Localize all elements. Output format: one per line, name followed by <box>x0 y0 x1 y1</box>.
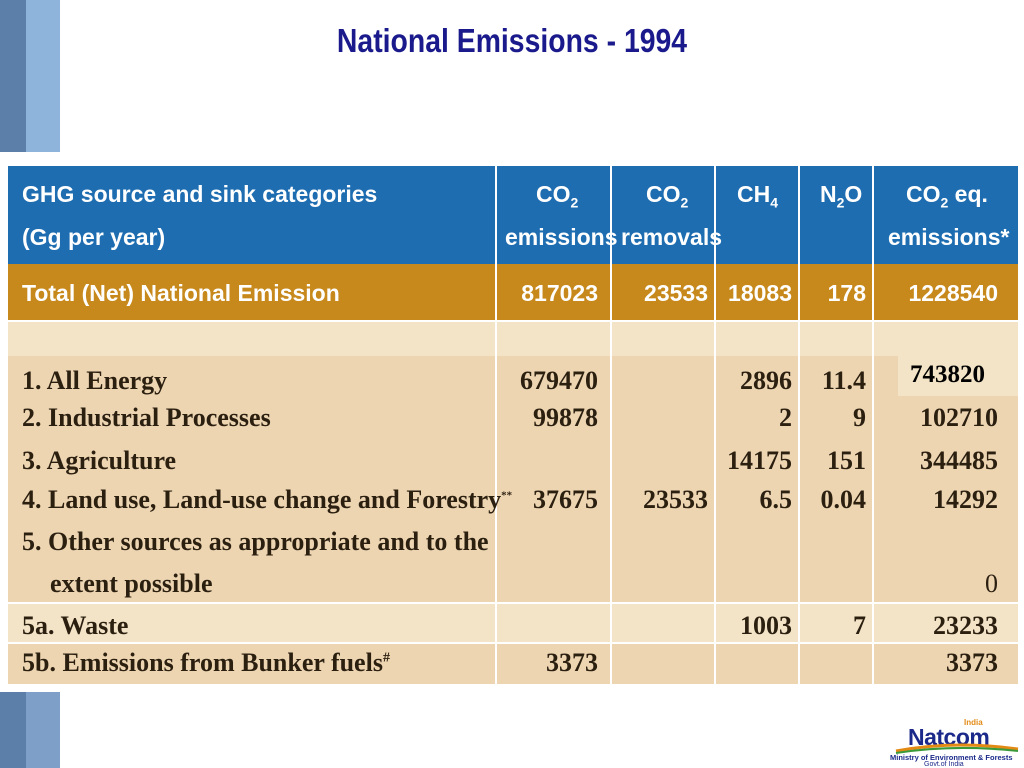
cell-co2-emissions: 679470 <box>520 366 598 395</box>
header-co2-emissions-formula: CO2 <box>536 181 579 211</box>
total-co2-emissions: 817023 <box>521 280 598 306</box>
cell-ch4: 6.5 <box>759 485 793 514</box>
callout-value-box: 743820 <box>898 354 1018 396</box>
column-divider <box>872 166 874 684</box>
cell-ch4: 1003 <box>740 611 792 640</box>
row-divider <box>8 320 1018 322</box>
cell-co2eq: 102710 <box>920 403 998 432</box>
row-label-all-energy: 1. All Energy <box>22 366 168 395</box>
row-label-industrial-processes: 2. Industrial Processes <box>22 403 271 432</box>
main-rows-band <box>8 356 1018 602</box>
total-n2o: 178 <box>827 280 866 306</box>
cell-co2eq: 14292 <box>933 485 998 514</box>
cell-co2-emissions: 37675 <box>533 485 598 514</box>
header-co2eq-word: emissions* <box>888 224 1010 250</box>
row-label-waste: 5a. Waste <box>22 611 129 640</box>
cell-co2-emissions: 99878 <box>533 403 598 432</box>
cell-n2o: 9 <box>853 403 866 432</box>
logo-swoosh-icon <box>895 743 1019 754</box>
cell-ch4: 14175 <box>727 446 792 475</box>
total-row: Total (Net) National Emission 817023 235… <box>8 264 1018 320</box>
column-divider <box>798 166 800 684</box>
cell-ch4: 2896 <box>740 366 792 395</box>
header-category-line1: GHG source and sink categories <box>22 181 378 207</box>
header-co2-removals-word: removals <box>621 224 723 250</box>
cell-co2eq: 23233 <box>933 611 998 640</box>
total-ch4: 18083 <box>728 280 792 306</box>
row-label-other-sources: 5. Other sources as appropriate and to t… <box>22 527 489 556</box>
natcom-logo: India Natcom Ministry of Environment & F… <box>886 718 1020 768</box>
header-co2-removals-formula: CO2 <box>646 181 689 211</box>
row-divider <box>8 602 1018 604</box>
total-co2eq: 1228540 <box>908 280 998 306</box>
cell-n2o: 151 <box>827 446 866 475</box>
row-label-agriculture: 3. Agriculture <box>22 446 177 475</box>
cell-co2-removals: 23533 <box>643 485 708 514</box>
decorative-bar-left-top <box>0 0 26 152</box>
header-co2-emissions-word: emissions <box>505 224 618 250</box>
logo-ministry-line: Ministry of Environment & Forests <box>890 753 1013 762</box>
cell-co2-emissions: 3373 <box>546 648 598 677</box>
footnote-mark: ** <box>501 489 513 502</box>
total-co2-removals: 23533 <box>644 280 708 306</box>
cell-co2eq: 344485 <box>920 446 998 475</box>
cell-n2o: 0.04 <box>820 485 867 514</box>
slide-title: National Emissions - 1994 <box>336 22 688 59</box>
header-n2o: N2O <box>820 181 863 211</box>
decorative-bar-right-top <box>26 0 60 152</box>
cell-n2o: 11.4 <box>821 366 866 395</box>
column-divider <box>495 166 497 684</box>
decorative-bar-right-bottom <box>26 692 60 768</box>
header-co2eq-formula: CO2 eq. <box>906 181 988 211</box>
decorative-bar-left-bottom <box>0 692 26 768</box>
logo-govt-line: Govt.of India <box>924 761 964 768</box>
cell-co2eq: 0 <box>985 569 998 598</box>
total-label: Total (Net) National Emission <box>22 280 340 306</box>
header-ch4: CH4 <box>737 181 779 211</box>
footnote-mark: # <box>382 650 390 666</box>
row-label-land-use: 4. Land use, Land-use change and Forestr… <box>22 485 513 514</box>
column-divider <box>714 166 716 684</box>
cell-co2eq: 3373 <box>946 648 998 677</box>
cell-ch4: 2 <box>779 403 792 432</box>
emissions-table: GHG source and sink categories (Gg per y… <box>8 166 1018 684</box>
row-label-other-sources-line2: extent possible <box>50 569 213 598</box>
table-header: GHG source and sink categories (Gg per y… <box>8 166 1018 264</box>
spacer-band <box>8 320 1018 356</box>
column-divider <box>610 166 612 684</box>
logo-tag: India <box>964 718 983 727</box>
waste-row-band <box>8 602 1018 642</box>
row-divider <box>8 642 1018 644</box>
bunker-row-band <box>8 642 1018 684</box>
row-label-bunker-fuels: 5b. Emissions from Bunker fuels# <box>22 648 390 677</box>
header-category-line2: (Gg per year) <box>22 224 166 250</box>
cell-n2o: 7 <box>853 611 866 640</box>
